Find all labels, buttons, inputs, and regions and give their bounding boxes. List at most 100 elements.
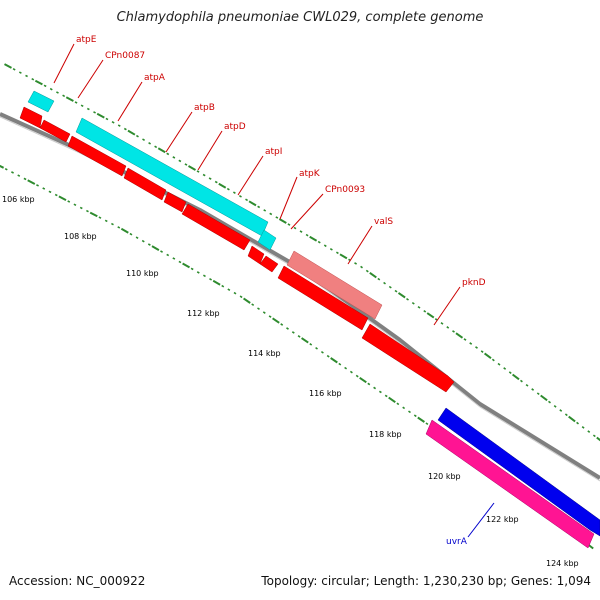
minor-tick: [154, 145, 158, 149]
minor-tick: [411, 301, 415, 305]
minor-tick: [147, 243, 151, 246]
gene-label-atpK: atpK: [299, 169, 321, 179]
gene-label-valS: valS: [374, 217, 393, 227]
minor-tick: [263, 209, 267, 212]
major-tick: [58, 195, 67, 201]
minor-tick: [446, 326, 450, 329]
accession-label: Accession:: [9, 574, 73, 588]
minor-tick: [434, 318, 438, 321]
minor-tick: [396, 402, 400, 406]
cds-6: [181, 203, 251, 251]
scale-label: 116 kbp: [309, 389, 342, 398]
minor-tick: [148, 142, 152, 145]
minor-tick: [309, 343, 313, 346]
minor-tick: [190, 267, 194, 271]
minor-tick: [480, 350, 484, 353]
accession-info: Accession: NC_000922: [9, 574, 145, 588]
minor-tick: [344, 366, 348, 370]
genes-value: 1,094: [556, 574, 591, 588]
minor-tick: [269, 212, 273, 216]
minor-tick: [251, 303, 255, 306]
gene-labels: atpE CPn0087 atpA atpB atpD atpI atpK CP…: [53, 35, 495, 547]
leader-line: [290, 193, 324, 230]
minor-tick: [406, 297, 409, 301]
minor-tick: [548, 400, 551, 404]
minor-tick: [227, 288, 231, 291]
minor-tick: [320, 350, 324, 354]
minor-tick: [23, 177, 27, 181]
major-tick: [511, 373, 520, 381]
minor-tick: [31, 77, 35, 81]
minor-tick: [508, 371, 512, 375]
forward-cds-features: [19, 106, 455, 393]
cds-2: [39, 119, 71, 143]
minor-tick: [491, 358, 495, 362]
minor-tick: [365, 269, 369, 273]
leader-line: [347, 225, 373, 265]
minor-tick: [581, 426, 585, 429]
accession-value: NC_000922: [76, 574, 146, 588]
minor-tick: [355, 374, 359, 378]
minor-tick: [452, 330, 455, 333]
leader-line: [433, 286, 461, 326]
minor-tick: [117, 226, 121, 229]
minor-tick: [297, 335, 301, 338]
scale-label: 112 kbp: [187, 309, 220, 318]
minor-tick: [25, 74, 28, 78]
leader-line: [117, 81, 143, 122]
minor-tick: [208, 177, 212, 180]
minor-tick: [317, 240, 321, 244]
minor-tick: [286, 327, 289, 330]
minor-tick: [531, 388, 535, 391]
minor-tick: [42, 187, 46, 190]
forward-rna-features: [27, 90, 277, 251]
leader-line: [279, 176, 298, 220]
minor-tick: [520, 379, 523, 383]
minor-tick: [373, 386, 377, 390]
minor-tick: [11, 171, 14, 174]
major-tick: [182, 262, 190, 269]
minor-tick: [178, 260, 182, 264]
scale-label: 122 kbp: [486, 515, 519, 524]
minor-tick: [423, 309, 427, 313]
minor-tick: [559, 409, 563, 412]
gene-label-atpI: atpI: [265, 147, 282, 157]
major-tick: [65, 96, 74, 102]
gene-label-atpB: atpB: [194, 103, 215, 113]
minor-tick: [349, 370, 353, 374]
major-tick: [455, 332, 464, 339]
major-tick: [96, 112, 105, 119]
major-tick: [188, 165, 196, 171]
minor-tick: [79, 206, 83, 210]
genes-label: Genes:: [510, 574, 553, 588]
scale-label: 124 kbp: [546, 559, 579, 568]
major-tick: [243, 297, 251, 304]
scale-label: 106 kbp: [2, 195, 35, 204]
minor-tick: [497, 362, 501, 366]
minor-tick: [503, 367, 507, 370]
cds-5: [163, 191, 187, 213]
minor-tick: [469, 342, 473, 345]
major-tick: [157, 147, 166, 154]
cds-9: [277, 265, 369, 331]
minor-tick: [111, 120, 115, 124]
minor-tick: [73, 203, 77, 207]
minor-tick: [54, 193, 58, 197]
gene-valS-feature: [286, 250, 383, 320]
minor-tick: [232, 191, 236, 194]
scale-label: 110 kbp: [126, 269, 159, 278]
minor-tick: [463, 338, 467, 341]
major-tick: [369, 271, 377, 279]
reverse-other-feature: [425, 419, 595, 549]
gene-atpK-feature: [257, 229, 277, 251]
minor-tick: [67, 200, 71, 203]
major-tick: [540, 394, 548, 402]
minor-tick: [367, 382, 371, 386]
gene-label-atpA: atpA: [144, 73, 166, 83]
minor-tick: [417, 305, 421, 309]
minor-tick: [257, 205, 261, 209]
minor-tick: [49, 87, 53, 91]
major-tick: [426, 312, 435, 319]
gene-label-pknD: pknD: [462, 278, 486, 288]
cds-8: [259, 255, 279, 273]
